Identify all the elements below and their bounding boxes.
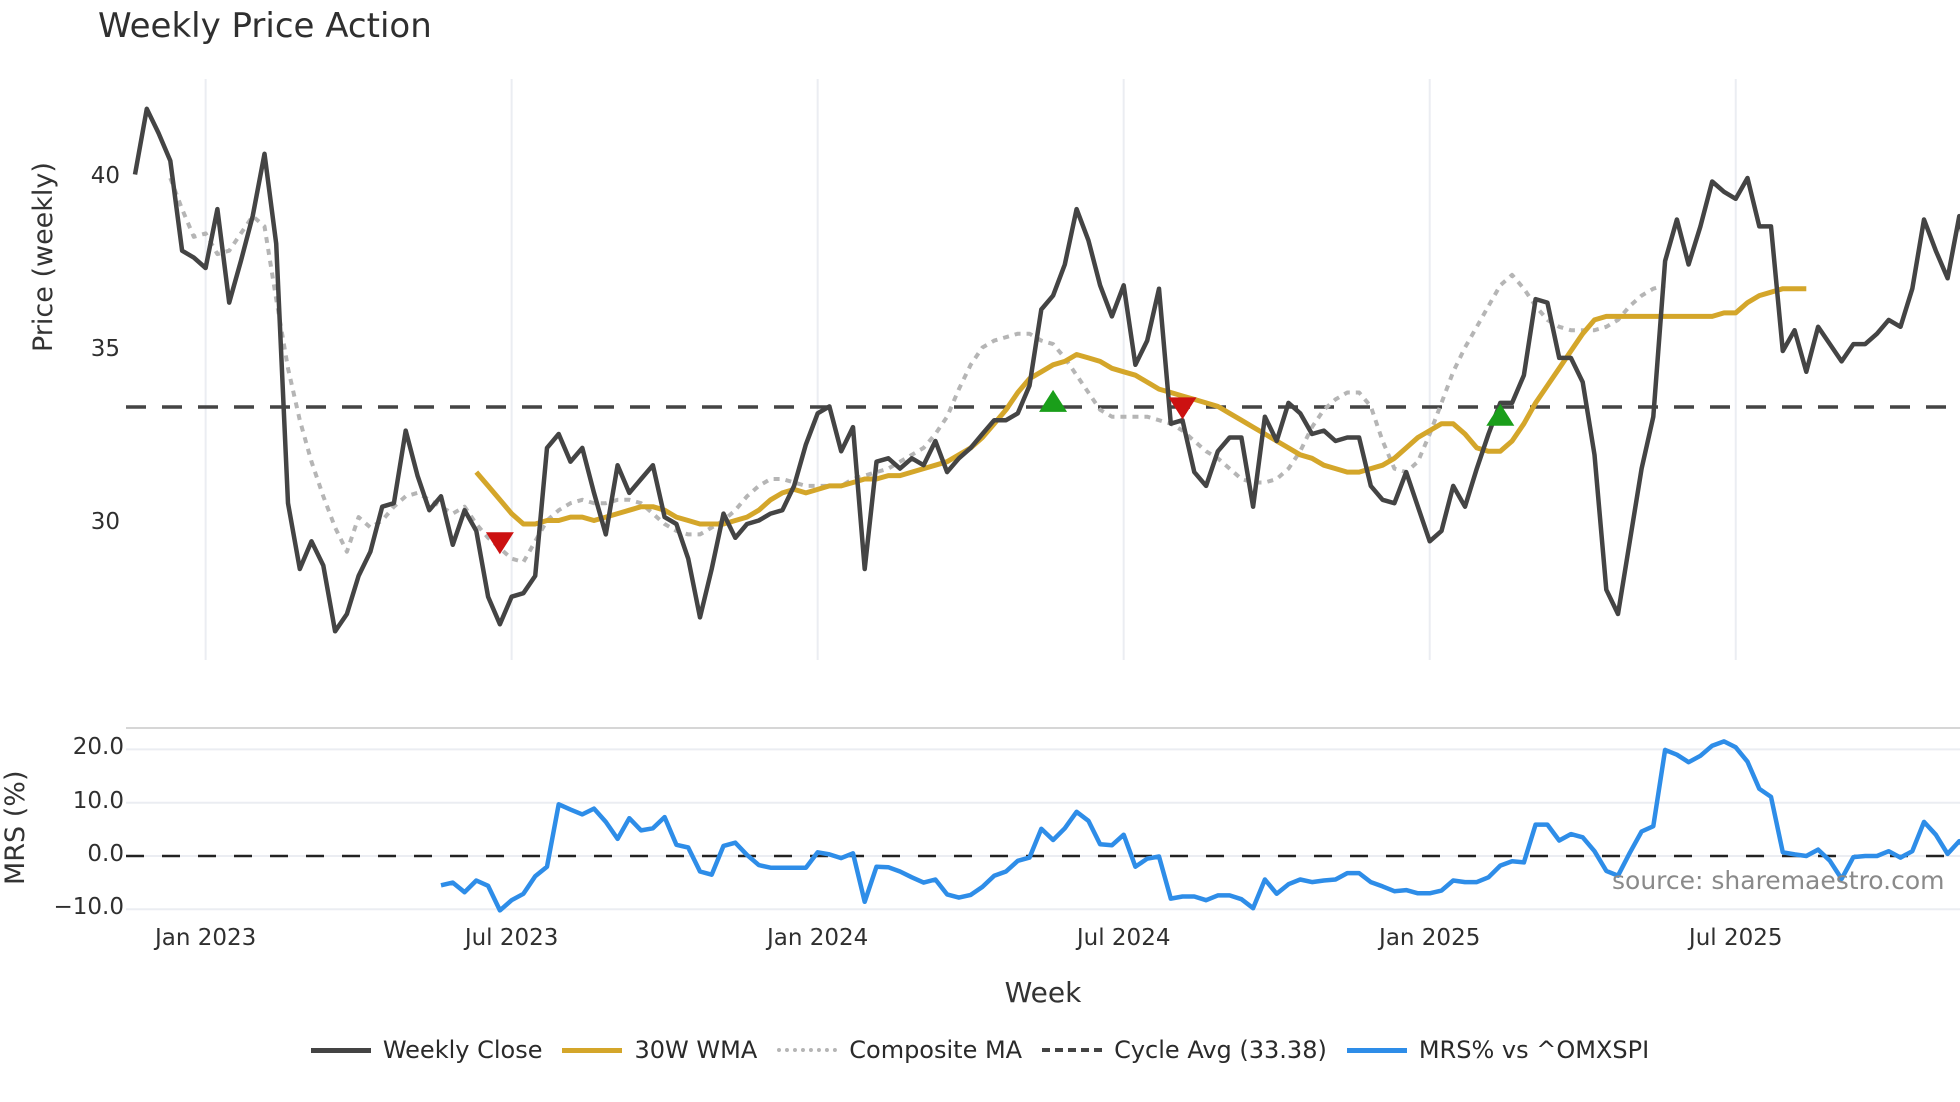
legend-label: Composite MA [849,1036,1023,1064]
mrs-swatch-icon [1346,1047,1407,1053]
x-tick: Jul 2024 [1076,925,1171,951]
legend-item-30w-wma[interactable]: 30W WMA [562,1036,757,1064]
legend-item-cycle-avg[interactable]: Cycle Avg (33.38) [1042,1036,1327,1064]
grid [126,79,1960,911]
mrs-y-tick: 20.0 [72,734,124,761]
x-tick: Jan 2023 [154,925,257,951]
x-axis-label: Week [1004,976,1082,1009]
legend-item-composite-ma[interactable]: Composite MA [777,1036,1022,1064]
price-y-tick: 40 [90,163,120,189]
wma-swatch-icon [562,1047,623,1053]
legend-label: 30W WMA [634,1036,758,1064]
x-tick: Jul 2023 [464,925,559,951]
x-tick: Jul 2025 [1688,925,1783,951]
mrs-y-tick: 0.0 [87,841,124,867]
signal-markers [485,389,1515,555]
mrs-axis-label: MRS (%) [0,770,31,886]
legend-label: Cycle Avg (33.38) [1114,1036,1327,1064]
series [126,106,1960,913]
chart-title: Weekly Price Action [98,6,432,46]
price-y-tick: 35 [90,336,120,362]
legend: Weekly Close 30W WMA Composite MA Cycle … [0,1036,1960,1064]
mrs-y-tick: 10.0 [72,787,124,814]
price-y-tick: 30 [90,509,120,535]
weekly-close-swatch-icon [310,1047,371,1053]
legend-item-mrs[interactable]: MRS% vs ^OMXSPI [1346,1036,1650,1064]
cycle-avg-swatch-icon [1042,1048,1103,1052]
x-tick: Jan 2025 [1379,925,1481,951]
source-note: source: sharemaestro.com [1612,866,1945,895]
price-axis-label: Price (weekly) [28,162,59,352]
composite-ma-swatch-icon [777,1048,838,1052]
legend-item-weekly-close[interactable]: Weekly Close [310,1036,543,1064]
mrs-y-tick: −10.0 [53,894,124,921]
legend-label: Weekly Close [382,1036,543,1064]
legend-label: MRS% vs ^OMXSPI [1418,1036,1650,1064]
x-tick: Jan 2024 [767,925,869,951]
